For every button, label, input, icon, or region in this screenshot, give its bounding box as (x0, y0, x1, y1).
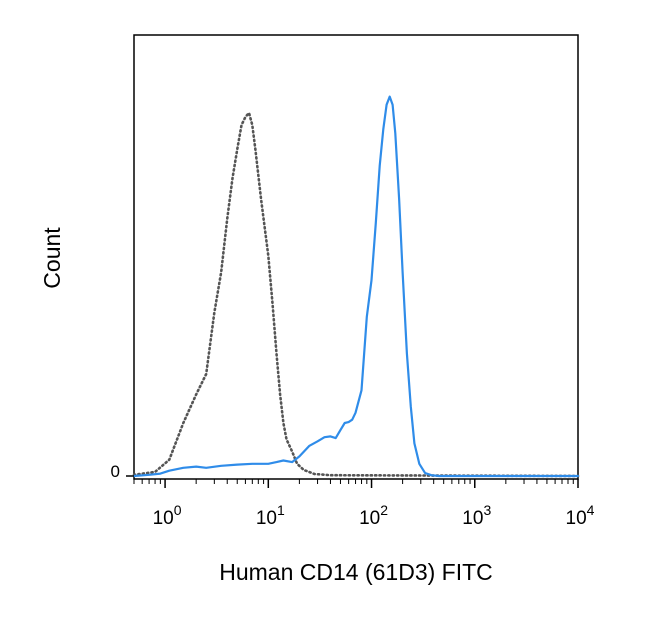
series-layer (132, 95, 580, 478)
x-axis-title: Human CD14 (61D3) FITC (219, 559, 493, 585)
y-axis: 0 (111, 462, 134, 481)
series-0-line (132, 111, 580, 478)
x-tick-label: 104 (566, 502, 595, 529)
y-axis-title: Count (39, 227, 65, 289)
x-tick-label: 102 (359, 502, 388, 529)
series-1-line (132, 95, 580, 478)
y-tick-label: 0 (111, 462, 120, 481)
x-tick-label: 100 (153, 502, 182, 529)
x-axis: 100 101 102 103 104 (133, 479, 595, 529)
x-tick-label: 101 (256, 502, 285, 529)
x-tick-label: 103 (462, 502, 491, 529)
